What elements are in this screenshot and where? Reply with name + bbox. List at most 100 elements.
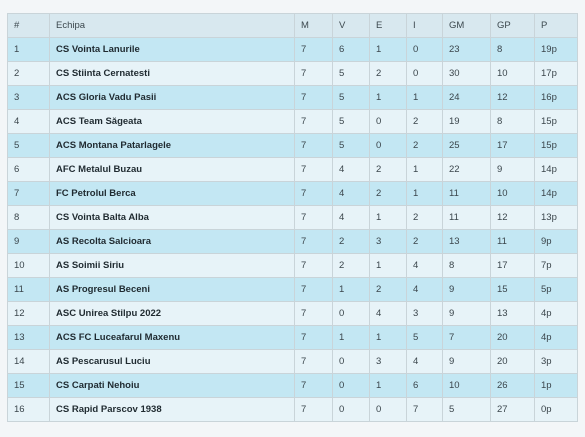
played-cell: 7 [294, 205, 333, 230]
played-cell: 7 [294, 37, 333, 62]
goals-against-cell: 13 [490, 301, 535, 326]
draws-cell: 1 [369, 373, 407, 398]
position-cell: 14 [7, 349, 50, 374]
wins-cell: 4 [332, 205, 370, 230]
position-cell: 1 [7, 37, 50, 62]
position-cell: 15 [7, 373, 50, 398]
goals-against-cell: 10 [490, 181, 535, 206]
table-row: 2 CS Stiinta Cernatesti 7 5 2 0 30 10 17p [7, 61, 578, 86]
team-name: CS Vointa Lanurile [49, 37, 295, 62]
goals-against-cell: 20 [490, 325, 535, 350]
goals-against-cell: 12 [490, 205, 535, 230]
played-cell: 7 [294, 157, 333, 182]
points-cell: 4p [534, 325, 578, 350]
goals-for-cell: 10 [442, 373, 491, 398]
header-wins: V [332, 13, 370, 38]
table-row: 11 AS Progresul Beceni 7 1 2 4 9 15 5p [7, 277, 578, 302]
goals-against-cell: 9 [490, 157, 535, 182]
draws-cell: 0 [369, 109, 407, 134]
table-row: 15 CS Carpati Nehoiu 7 0 1 6 10 26 1p [7, 373, 578, 398]
goals-for-cell: 22 [442, 157, 491, 182]
played-cell: 7 [294, 133, 333, 158]
table-row: 9 AS Recolta Salcioara 7 2 3 2 13 11 9p [7, 229, 578, 254]
position-cell: 5 [7, 133, 50, 158]
goals-for-cell: 11 [442, 181, 491, 206]
draws-cell: 2 [369, 157, 407, 182]
table-row: 7 FC Petrolul Berca 7 4 2 1 11 10 14p [7, 181, 578, 206]
played-cell: 7 [294, 229, 333, 254]
wins-cell: 4 [332, 157, 370, 182]
draws-cell: 1 [369, 325, 407, 350]
goals-for-cell: 23 [442, 37, 491, 62]
goals-for-cell: 7 [442, 325, 491, 350]
header-team: Echipa [49, 13, 295, 38]
wins-cell: 5 [332, 133, 370, 158]
goals-against-cell: 17 [490, 133, 535, 158]
goals-against-cell: 20 [490, 349, 535, 374]
points-cell: 5p [534, 277, 578, 302]
played-cell: 7 [294, 253, 333, 278]
position-cell: 3 [7, 85, 50, 110]
team-name: ACS Gloria Vadu Pasii [49, 85, 295, 110]
draws-cell: 0 [369, 397, 407, 422]
losses-cell: 6 [406, 373, 443, 398]
losses-cell: 4 [406, 253, 443, 278]
header-draws: E [369, 13, 407, 38]
draws-cell: 3 [369, 349, 407, 374]
played-cell: 7 [294, 85, 333, 110]
goals-against-cell: 8 [490, 109, 535, 134]
draws-cell: 1 [369, 37, 407, 62]
wins-cell: 5 [332, 61, 370, 86]
played-cell: 7 [294, 373, 333, 398]
points-cell: 9p [534, 229, 578, 254]
goals-against-cell: 8 [490, 37, 535, 62]
points-cell: 3p [534, 349, 578, 374]
goals-for-cell: 9 [442, 301, 491, 326]
losses-cell: 1 [406, 85, 443, 110]
team-name: AFC Metalul Buzau [49, 157, 295, 182]
position-cell: 9 [7, 229, 50, 254]
team-name: AS Pescarusul Luciu [49, 349, 295, 374]
played-cell: 7 [294, 301, 333, 326]
wins-cell: 5 [332, 109, 370, 134]
position-cell: 7 [7, 181, 50, 206]
played-cell: 7 [294, 181, 333, 206]
team-name: AS Progresul Beceni [49, 277, 295, 302]
team-name: FC Petrolul Berca [49, 181, 295, 206]
wins-cell: 5 [332, 85, 370, 110]
draws-cell: 3 [369, 229, 407, 254]
points-cell: 15p [534, 109, 578, 134]
position-cell: 13 [7, 325, 50, 350]
team-name: ACS Team Săgeata [49, 109, 295, 134]
header-goals-for: GM [442, 13, 491, 38]
points-cell: 4p [534, 301, 578, 326]
team-name: CS Carpati Nehoiu [49, 373, 295, 398]
team-name: AS Recolta Salcioara [49, 229, 295, 254]
goals-for-cell: 30 [442, 61, 491, 86]
header-points: P [534, 13, 578, 38]
position-cell: 11 [7, 277, 50, 302]
losses-cell: 1 [406, 181, 443, 206]
points-cell: 1p [534, 373, 578, 398]
position-cell: 12 [7, 301, 50, 326]
draws-cell: 2 [369, 181, 407, 206]
table-row: 13 ACS FC Luceafarul Maxenu 7 1 1 5 7 20 4p [7, 325, 578, 350]
position-cell: 2 [7, 61, 50, 86]
team-name: AS Soimii Siriu [49, 253, 295, 278]
table-row: 1 CS Vointa Lanurile 7 6 1 0 23 8 19p [7, 37, 578, 62]
header-played: M [294, 13, 333, 38]
goals-for-cell: 19 [442, 109, 491, 134]
table-row: 14 AS Pescarusul Luciu 7 0 3 4 9 20 3p [7, 349, 578, 374]
goals-for-cell: 25 [442, 133, 491, 158]
points-cell: 14p [534, 157, 578, 182]
team-name: ASC Unirea Stilpu 2022 [49, 301, 295, 326]
goals-for-cell: 9 [442, 277, 491, 302]
position-cell: 6 [7, 157, 50, 182]
header-row: # Echipa M V E I GM GP P [7, 13, 578, 38]
losses-cell: 4 [406, 349, 443, 374]
goals-against-cell: 10 [490, 61, 535, 86]
goals-for-cell: 11 [442, 205, 491, 230]
draws-cell: 0 [369, 133, 407, 158]
team-name: ACS FC Luceafarul Maxenu [49, 325, 295, 350]
header-losses: I [406, 13, 443, 38]
